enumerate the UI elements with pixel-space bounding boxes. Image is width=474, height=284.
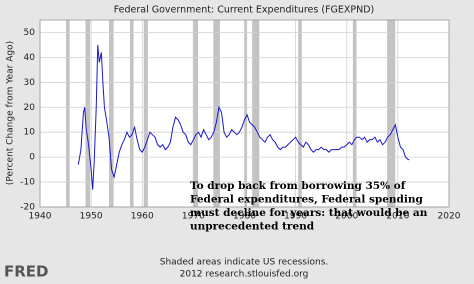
y-tick-label: 50 bbox=[24, 28, 36, 38]
y-tick-label: 20 bbox=[24, 103, 36, 113]
recession-band bbox=[143, 20, 148, 207]
x-tick-label: 2000 bbox=[335, 212, 358, 222]
footer-note: Shaded areas indicate US recessions. bbox=[160, 258, 329, 268]
chart-title: Federal Government: Current Expenditures… bbox=[114, 5, 375, 16]
x-tick-label: 2010 bbox=[386, 212, 409, 222]
annotation-line: Federal expenditures, Federal spending bbox=[190, 194, 424, 206]
y-tick-label: -20 bbox=[20, 203, 35, 213]
recession-band bbox=[298, 20, 302, 207]
x-tick-label: 1960 bbox=[131, 212, 154, 222]
recession-band bbox=[66, 20, 70, 207]
recession-band bbox=[387, 20, 396, 207]
recession-band bbox=[244, 20, 248, 207]
recession-band bbox=[129, 20, 134, 207]
recession-band bbox=[109, 20, 114, 207]
recession-band bbox=[192, 20, 198, 207]
y-tick-label: 10 bbox=[24, 128, 36, 138]
recession-band bbox=[85, 20, 91, 207]
logo: FRED bbox=[4, 263, 49, 281]
data-line bbox=[77, 44, 410, 190]
annotation-line: To drop back from borrowing 35% of bbox=[190, 180, 407, 192]
x-tick-label: 1990 bbox=[284, 212, 307, 222]
plot-frame bbox=[39, 19, 450, 208]
x-tick-label: 1950 bbox=[80, 212, 103, 222]
y-tick-label: 30 bbox=[24, 78, 36, 88]
annotation-line: unprecedented trend bbox=[190, 221, 315, 233]
annotation-line: must decline for years: that would be an bbox=[190, 207, 428, 219]
footer-source: 2012 research.stlouisfed.org bbox=[180, 270, 309, 280]
recession-band bbox=[352, 20, 357, 207]
y-axis-label: (Percent Change from Year Ago) bbox=[6, 41, 16, 185]
recession-band bbox=[252, 20, 260, 207]
y-tick-label: -10 bbox=[20, 178, 35, 188]
x-tick-label: 1940 bbox=[29, 212, 52, 222]
x-tick-label: 1980 bbox=[233, 212, 256, 222]
y-tick-label: 0 bbox=[29, 153, 35, 163]
recession-band bbox=[213, 20, 220, 207]
x-tick-label: 2020 bbox=[438, 212, 461, 222]
x-tick-label: 1970 bbox=[182, 212, 205, 222]
y-tick-label: 40 bbox=[24, 53, 36, 63]
